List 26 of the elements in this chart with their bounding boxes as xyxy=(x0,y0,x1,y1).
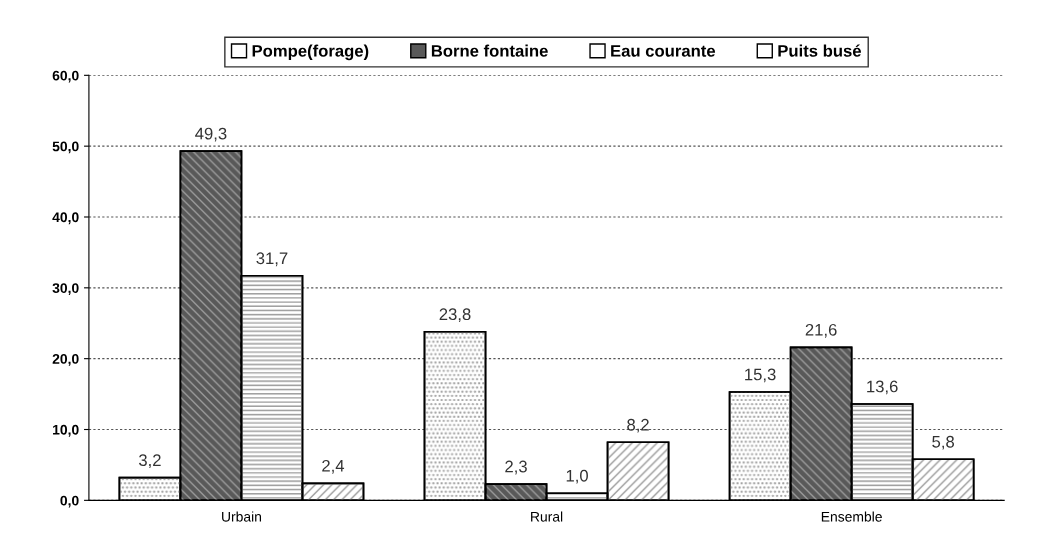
data-label: 2,3 xyxy=(505,460,527,475)
y-tick-label: 60,0 xyxy=(52,70,79,83)
data-label: 1,0 xyxy=(566,469,588,484)
legend-label: Pompe(forage) xyxy=(252,44,369,61)
data-label: 15,3 xyxy=(745,368,776,383)
data-label: 13,6 xyxy=(867,380,898,395)
y-tick-label: 20,0 xyxy=(52,354,79,366)
y-tick-label: 50,0 xyxy=(52,141,79,154)
data-label: 3,2 xyxy=(138,454,161,469)
data-label: 2,4 xyxy=(322,459,345,474)
data-label: 31,7 xyxy=(256,252,288,267)
data-label: 8,2 xyxy=(627,418,649,433)
data-label: 21,6 xyxy=(805,323,837,338)
legend-label: Borne fontaine xyxy=(431,44,548,57)
x-tick-label: Urbain xyxy=(222,511,262,522)
y-tick-label: 0,0 xyxy=(60,495,79,508)
x-tick-label: Rural xyxy=(531,511,563,522)
y-tick-label: 10,0 xyxy=(53,424,79,437)
x-tick-label: Ensemble xyxy=(821,511,882,522)
y-tick-label: 30,0 xyxy=(52,283,79,296)
legend-label: Eau courante xyxy=(611,45,716,57)
legend-label: Puits busé xyxy=(778,44,861,57)
y-tick-label: 40,0 xyxy=(52,212,79,225)
data-label: 23,8 xyxy=(439,308,471,323)
data-label: 5,8 xyxy=(932,435,954,450)
data-label: 49,3 xyxy=(195,127,227,142)
